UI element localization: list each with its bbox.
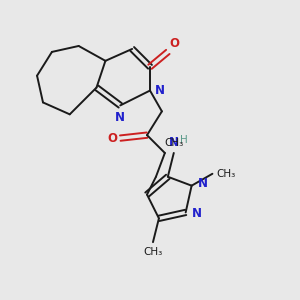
- Text: N: N: [169, 136, 179, 149]
- Text: O: O: [108, 132, 118, 145]
- Text: N: N: [192, 207, 202, 220]
- Text: N: N: [155, 84, 165, 97]
- Text: CH₃: CH₃: [216, 169, 235, 179]
- Text: H: H: [180, 135, 188, 145]
- Text: CH₃: CH₃: [164, 138, 183, 148]
- Text: CH₃: CH₃: [143, 248, 163, 257]
- Text: O: O: [169, 38, 179, 50]
- Text: N: N: [115, 111, 125, 124]
- Text: N: N: [198, 177, 208, 190]
